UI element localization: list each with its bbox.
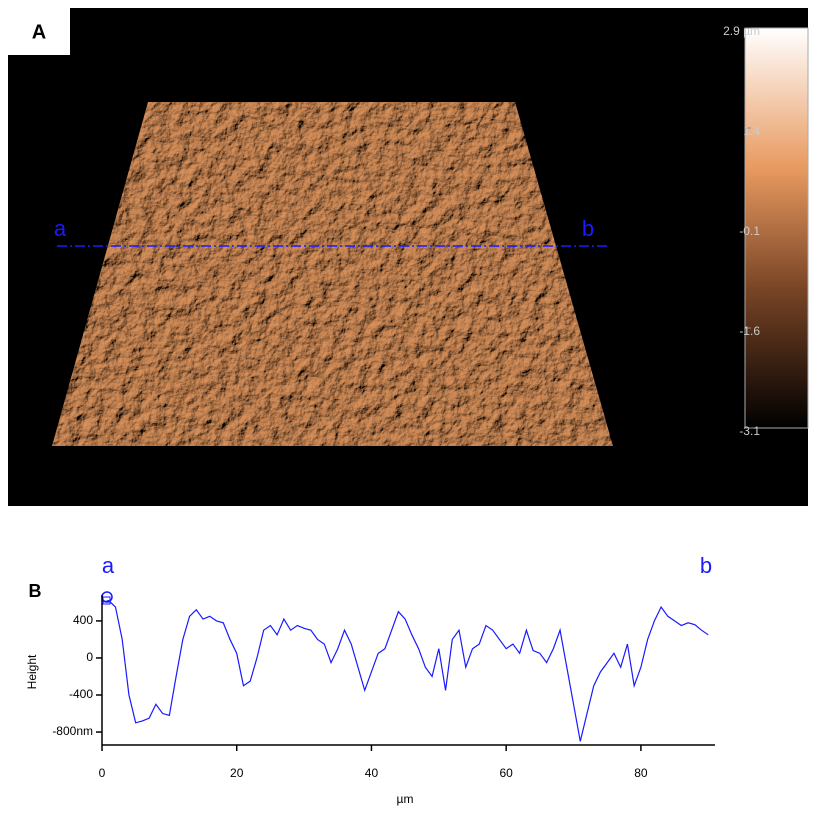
x-tick-label: 80 — [634, 766, 648, 780]
colorbar-tick-label: -0.1 — [739, 224, 760, 238]
x-tick-label: 40 — [365, 766, 379, 780]
colorbar-tick-label: 2.9 µm — [723, 24, 760, 38]
profile — [101, 599, 709, 742]
line-start: a — [54, 216, 67, 241]
panel-label: A — [32, 21, 46, 43]
x-axis-label: µm — [397, 792, 414, 806]
y-tick-label: -400 — [69, 687, 93, 701]
y-axis-label: Height — [25, 654, 39, 689]
line-end: b — [582, 216, 594, 241]
panel-label-box — [8, 8, 70, 55]
start-label: a — [102, 553, 115, 578]
colorbar-tick-label: -3.1 — [739, 424, 760, 438]
y-tick-label: -800nm — [52, 724, 93, 738]
colorbar-tick-label: 1.4 — [743, 124, 760, 138]
x-tick-label: 20 — [230, 766, 244, 780]
x-tick-label: 60 — [499, 766, 513, 780]
colorbar-tick-label: -1.6 — [739, 324, 760, 338]
y-tick-label: 0 — [86, 650, 93, 664]
end-label: b — [700, 553, 712, 578]
surface — [52, 102, 613, 446]
cursor — [102, 596, 111, 605]
x-tick-label: 0 — [99, 766, 106, 780]
y-tick-label: 400 — [73, 613, 93, 627]
colorbar — [744, 27, 809, 429]
panel-label: B — [29, 581, 42, 601]
